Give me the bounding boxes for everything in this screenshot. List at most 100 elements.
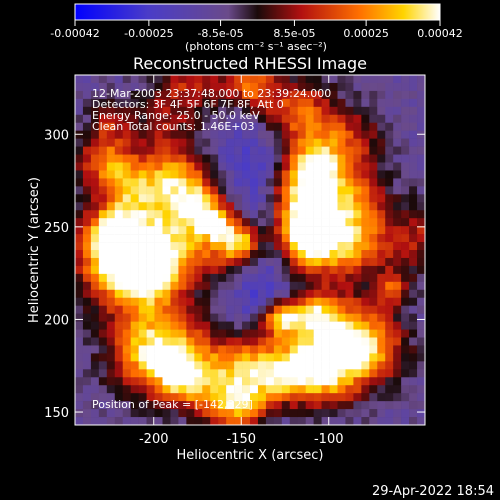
heatmap-cell [82, 170, 92, 179]
heatmap-cell [186, 234, 195, 243]
heatmap-cell [385, 202, 394, 211]
heatmap-cell [122, 409, 131, 418]
heatmap-cell [281, 409, 291, 418]
heatmap-cell [194, 393, 203, 402]
heatmap-cell [297, 98, 306, 108]
heatmap-cell [313, 250, 322, 259]
heatmap-cell [75, 202, 84, 211]
heatmap-cell [146, 98, 155, 108]
heatmap-cell [82, 409, 92, 418]
heatmap-cell [393, 154, 402, 163]
heatmap-cell [146, 194, 155, 203]
heatmap-cell [194, 289, 203, 299]
heatmap-cell [417, 106, 425, 116]
heatmap-cell [90, 297, 100, 306]
heatmap-cell [106, 146, 116, 155]
heatmap-cell [353, 194, 362, 203]
heatmap-cell [321, 106, 330, 116]
heatmap-cell [417, 146, 425, 155]
heatmap-cell [305, 337, 314, 346]
heatmap-cell [409, 242, 418, 251]
heatmap-cell [98, 122, 108, 131]
heatmap-cell [369, 106, 378, 116]
heatmap-cell [242, 361, 251, 370]
heatmap-cell [329, 250, 338, 259]
heatmap-cell [313, 162, 322, 171]
heatmap-cell [178, 250, 187, 259]
heatmap-cell [257, 273, 267, 283]
heatmap-cell [146, 313, 155, 322]
heatmap-cell [186, 273, 195, 283]
heatmap-cell [313, 265, 322, 275]
heatmap-cell [297, 297, 306, 306]
heatmap-cell [289, 281, 299, 291]
heatmap-cell [226, 82, 235, 92]
heatmap-cell [337, 281, 346, 291]
heatmap-cell [305, 234, 314, 243]
heatmap-cell [329, 170, 338, 179]
heatmap-cell [361, 106, 370, 116]
heatmap-cell [82, 210, 92, 219]
heatmap-cell [337, 234, 346, 243]
heatmap-cell [75, 194, 84, 203]
x-tick-label: -100 [314, 432, 344, 447]
heatmap-cell [170, 90, 179, 100]
heatmap-cell [186, 393, 195, 402]
heatmap-cell [305, 305, 314, 314]
heatmap-cell [273, 138, 283, 147]
heatmap-cell [98, 313, 108, 322]
heatmap-cell [401, 218, 410, 227]
heatmap-cell [106, 361, 116, 370]
y-tick-label: 300 [44, 128, 69, 143]
heatmap-cell [353, 289, 362, 299]
heatmap-cell [289, 90, 299, 100]
heatmap-cell [138, 409, 147, 418]
heatmap-cell [178, 194, 187, 203]
heatmap-cell [162, 353, 171, 362]
heatmap-cell [281, 257, 291, 267]
heatmap-cell [369, 226, 378, 235]
heatmap-cell [297, 170, 306, 179]
heatmap-cell [305, 138, 314, 147]
heatmap-cell [313, 393, 322, 402]
heatmap-cell [385, 218, 394, 227]
heatmap-cell [242, 122, 251, 131]
heatmap-cell [353, 202, 362, 211]
heatmap-cell [162, 345, 171, 354]
heatmap-cell [281, 138, 291, 147]
heatmap-cell [385, 98, 394, 108]
heatmap-cell [154, 162, 163, 171]
heatmap-cell [361, 409, 370, 418]
heatmap-cell [250, 226, 259, 235]
heatmap-cell [265, 250, 275, 259]
heatmap-cell [250, 385, 259, 394]
heatmap-cell [114, 130, 124, 139]
heatmap-cell [194, 226, 203, 235]
heatmap-cell [98, 385, 108, 394]
heatmap-cell [75, 401, 84, 410]
heatmap-cell [106, 265, 116, 275]
heatmap-cell [106, 417, 116, 425]
heatmap-cell [353, 170, 362, 179]
heatmap-cell [265, 210, 275, 219]
heatmap-cell [130, 417, 139, 425]
heatmap-cell [106, 345, 116, 354]
heatmap-cell [75, 242, 84, 251]
heatmap-cell [226, 321, 235, 330]
heatmap-cell [353, 377, 362, 386]
heatmap-cell [138, 297, 147, 306]
heatmap-cell [417, 361, 425, 370]
heatmap-cell [106, 273, 116, 283]
heatmap-cell [401, 273, 410, 283]
heatmap-cell [377, 345, 386, 354]
heatmap-cell [257, 98, 267, 108]
heatmap-cell [162, 409, 171, 418]
heatmap-cell [329, 385, 338, 394]
heatmap-cell [417, 297, 425, 306]
heatmap-cell [162, 289, 171, 299]
heatmap-cell [242, 265, 251, 275]
heatmap-cell [289, 297, 299, 306]
heatmap-cell [98, 106, 108, 116]
heatmap-cell [138, 242, 147, 251]
heatmap-cell [297, 321, 306, 330]
